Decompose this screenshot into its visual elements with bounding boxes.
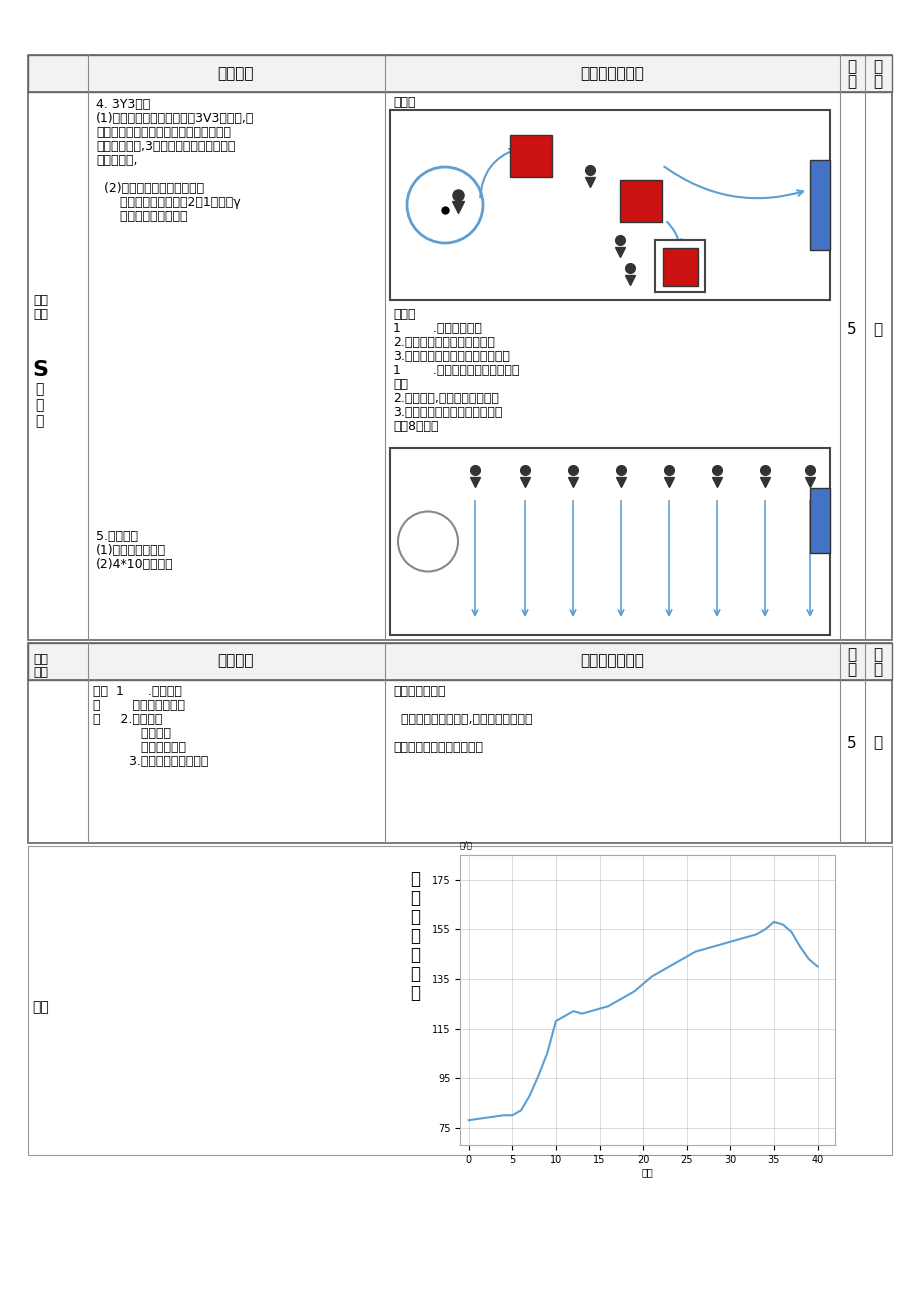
Bar	[28, 55, 891, 92]
Text: 4. 3Y3比赛: 4. 3Y3比赛	[96, 98, 150, 111]
Text: (2)4*10折返练习: (2)4*10折返练习	[96, 558, 174, 571]
Text: 大: 大	[872, 323, 881, 337]
Text: 时: 时	[846, 647, 856, 662]
Bar	[28, 643, 891, 680]
Text: 学习内容: 学习内容	[218, 66, 254, 81]
Text: 小结: 小结	[32, 1000, 49, 1013]
Text: 本: 本	[35, 382, 43, 396]
Text: 部        自编姿态放松慷: 部 自编姿态放松慷	[93, 699, 185, 712]
Text: 强: 强	[872, 59, 881, 74]
Text: 运: 运	[410, 870, 420, 889]
Text: 的队伍获胜,: 的队伍获胜,	[96, 154, 137, 167]
Text: 线: 线	[410, 965, 420, 984]
Text: (2)动作练习的重点与难点：: (2)动作练习的重点与难点：	[96, 182, 204, 195]
Bar	[809, 160, 829, 250]
X-axis label: 时间: 时间	[641, 1167, 652, 1177]
Bar	[390, 111, 829, 301]
Text: 学生自评互评: 学生自评互评	[93, 742, 186, 755]
Text: 分     2.集合小结: 分 2.集合小结	[93, 713, 162, 726]
Text: (1)专项敏捷梯练习: (1)专项敏捷梯练习	[96, 544, 166, 557]
Text: 结构: 结构	[33, 666, 48, 679]
Text: 图: 图	[410, 984, 420, 1002]
Bar	[28, 55, 891, 640]
Text: 5.课课练：: 5.课课练：	[96, 530, 138, 543]
Text: 教法：教师示范领做,学生模仿嗯版练习: 教法：教师示范领做,学生模仿嗯版练习	[392, 713, 532, 726]
Text: 结构: 结构	[33, 308, 48, 321]
Text: 1        .积极参加比变，遵守比遇: 1 .积极参加比变，遵守比遇	[392, 364, 519, 377]
Text: 曲: 曲	[410, 946, 420, 964]
Text: 1        .教师讲解示范: 1 .教师讲解示范	[392, 323, 482, 334]
Text: 员在固定范围,3分钟时间内，进球次数多: 员在固定范围,3分钟时间内，进球次数多	[96, 141, 235, 154]
Text: 教师点评: 教师点评	[93, 727, 171, 740]
Text: 课的: 课的	[33, 653, 48, 666]
Text: (1)练习方式：学生前场进行3V3的比赛,设: (1)练习方式：学生前场进行3V3的比赛,设	[96, 112, 254, 125]
Bar	[654, 239, 704, 291]
Text: S: S	[32, 360, 48, 380]
Text: 动: 动	[410, 889, 420, 907]
Text: 次/分: 次/分	[460, 840, 472, 850]
Text: 5: 5	[846, 735, 856, 751]
Text: 3.巡视指导，个别纠错指导要求：: 3.巡视指导，个别纠错指导要求：	[392, 350, 509, 363]
Text: 组织教法与要求: 组织教法与要求	[580, 653, 643, 669]
Text: 部: 部	[35, 398, 43, 412]
Bar	[390, 448, 829, 635]
Bar	[663, 248, 698, 286]
Text: 规则: 规则	[392, 379, 407, 392]
Text: 3.宣布卜课，回收器材: 3.宣布卜课，回收器材	[93, 755, 208, 768]
Text: 度: 度	[872, 74, 881, 88]
Text: 分: 分	[35, 414, 43, 428]
Text: 重点：成功完成撞墙2过1战术忆γ: 重点：成功完成撞墙2过1战术忆γ	[96, 196, 241, 209]
Text: 要求：动作到位，充分拉升: 要求：动作到位，充分拉升	[392, 742, 482, 755]
Bar	[809, 488, 829, 553]
Text: 3.加强与同伴之间的沟通交流组: 3.加强与同伴之间的沟通交流组	[392, 406, 502, 419]
Text: 间: 间	[846, 662, 856, 677]
Text: 5: 5	[846, 323, 856, 337]
Text: 荷: 荷	[410, 928, 420, 945]
Text: 组织教法与要求: 组织教法与要求	[580, 66, 643, 81]
Text: 时: 时	[846, 59, 856, 74]
Text: 学习内容: 学习内容	[218, 653, 254, 669]
Text: 教法：: 教法：	[392, 308, 415, 321]
Text: 小: 小	[872, 735, 881, 751]
Text: 课的: 课的	[33, 294, 48, 307]
Text: 难点：抓住进攻时机: 难点：抓住进攻时机	[96, 209, 187, 222]
Text: 组织：四列横队: 组织：四列横队	[392, 686, 445, 699]
Bar	[28, 846, 891, 1155]
Text: 负: 负	[410, 908, 420, 926]
Text: 组织：: 组织：	[392, 96, 415, 109]
Text: 2.认真思考,体会时机的掮要性: 2.认真思考,体会时机的掮要性	[392, 392, 498, 405]
Text: 银：8路纵队: 银：8路纵队	[392, 420, 438, 433]
Text: 强: 强	[872, 647, 881, 662]
Text: 度: 度	[872, 662, 881, 677]
Text: 2.引导学生理解战术配合时机: 2.引导学生理解战术配合时机	[392, 336, 494, 349]
Bar	[509, 135, 551, 177]
Text: 置多个球门；其中防守方至少露要一名队: 置多个球门；其中防守方至少露要一名队	[96, 126, 231, 139]
Bar	[619, 180, 662, 222]
Text: 间: 间	[846, 74, 856, 88]
Text: 结束  1      .放松练习: 结束 1 .放松练习	[93, 686, 182, 699]
Bar	[28, 643, 891, 843]
